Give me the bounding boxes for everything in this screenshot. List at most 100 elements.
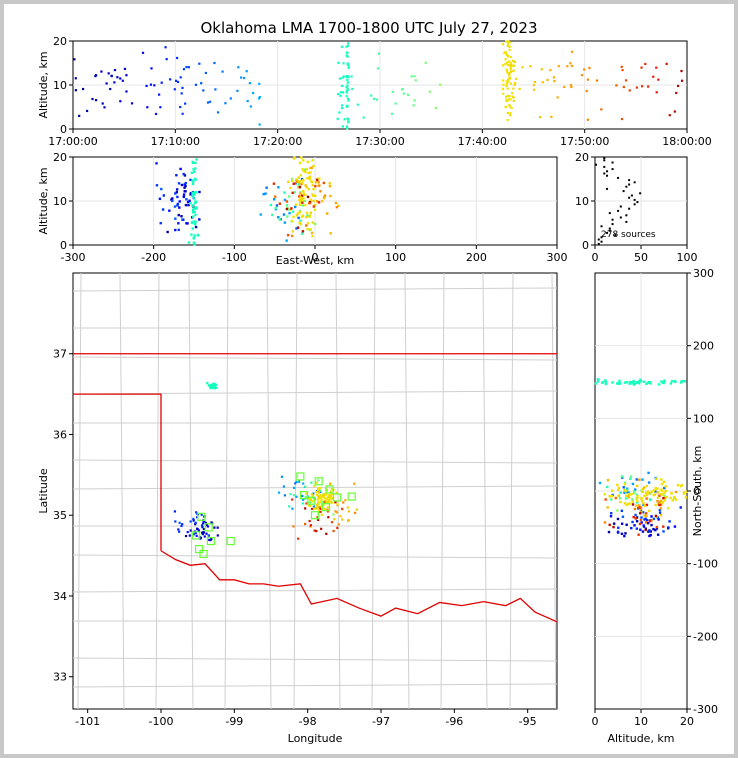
north-south-point [644, 491, 648, 495]
east-west-point [293, 156, 296, 159]
north-south-point [625, 503, 628, 507]
east-west-point [194, 220, 197, 224]
map-point [307, 497, 310, 500]
histogram-point [600, 240, 603, 243]
altitude-time-panel: 17:00:00 17:10:00 17:20:00 17:30:00 17:40:00… [37, 35, 712, 148]
time-point [340, 84, 344, 87]
north-south-point [644, 512, 648, 515]
north-south-point [616, 483, 619, 487]
east-west-point [191, 204, 195, 207]
north-south-point [598, 481, 602, 485]
time-point [509, 114, 512, 117]
time-point [620, 65, 623, 68]
north-south-point [636, 497, 639, 500]
time-point [510, 63, 513, 66]
north-south-point [633, 488, 637, 491]
north-south-point [660, 380, 663, 383]
north-south-point [619, 491, 622, 494]
east-west-point [179, 167, 182, 171]
north-south-point [630, 526, 633, 530]
map-point [202, 531, 206, 534]
east-west-point [192, 168, 195, 171]
east-west-point [189, 178, 192, 182]
east-west-point [337, 204, 340, 208]
north-south-point [630, 492, 634, 496]
map-point [310, 498, 313, 502]
time-point [509, 70, 512, 73]
north-south-point [649, 381, 652, 384]
time-point [506, 94, 510, 97]
north-south-point [621, 476, 624, 479]
time-point [506, 80, 509, 84]
map-point [201, 532, 205, 536]
north-south-point [643, 504, 647, 508]
north-south-point [641, 499, 644, 503]
north-south-point [616, 517, 620, 521]
time-point [103, 106, 106, 109]
east-west-point [325, 212, 329, 215]
east-west-point [304, 203, 307, 207]
map-point [280, 475, 284, 478]
time-point [508, 103, 511, 107]
chart-figure: Oklahoma LMA 1700-1800 UTC July 27, 2023… [37, 19, 718, 745]
east-west-point [193, 191, 197, 194]
north-south-point [656, 487, 659, 490]
east-west-points [155, 156, 340, 246]
north-south-point [660, 482, 664, 486]
time-point [216, 111, 220, 114]
north-south-point [648, 498, 652, 501]
north-south-point [650, 490, 653, 493]
time-point [394, 102, 397, 105]
north-south-point [658, 503, 661, 507]
map-point [332, 529, 335, 533]
map-point [180, 524, 183, 528]
north-south-point [654, 490, 657, 493]
east-west-point [193, 234, 196, 237]
east-west-point [193, 223, 197, 226]
time-point [556, 96, 559, 99]
altitude-time-ytick-label: 20 [53, 35, 67, 48]
north-south-point [608, 494, 611, 498]
histogram-point [606, 231, 609, 234]
north-south-point [639, 378, 642, 381]
map-point [291, 507, 294, 510]
east-west-point [294, 203, 298, 206]
north-south-ytick-label: -100 [693, 558, 718, 571]
map-point [304, 495, 307, 498]
histogram-ticks: 0 50 100 0 10 20 [575, 151, 698, 264]
east-west-point [301, 167, 304, 171]
time-point [509, 67, 512, 71]
east-west-point [298, 198, 301, 202]
north-south-point [620, 475, 624, 478]
time-point [505, 84, 508, 87]
station-marker [332, 493, 342, 502]
north-south-point [635, 499, 639, 503]
county-line [155, 272, 160, 710]
time-point [375, 98, 378, 101]
east-west-point [314, 184, 317, 188]
map-point [213, 526, 216, 529]
chart-title: Oklahoma LMA 1700-1800 UTC July 27, 2023 [200, 19, 537, 37]
north-south-point [654, 514, 658, 518]
east-west-point [174, 228, 177, 232]
east-west-point [309, 198, 312, 201]
time-point [640, 66, 643, 69]
east-west-ylabel: Altitude, km [37, 167, 50, 234]
time-point [341, 125, 344, 128]
map-ytick-label: 35 [53, 509, 67, 522]
east-west-point [285, 203, 289, 207]
north-south-point [657, 518, 660, 521]
east-west-point [183, 186, 186, 189]
east-west-point [288, 208, 291, 211]
north-south-point [632, 383, 635, 386]
map-point [317, 488, 320, 492]
east-west-point [193, 197, 196, 200]
north-south-point [635, 484, 639, 488]
map-point [205, 532, 208, 535]
north-south-point [647, 471, 650, 475]
map-xtick-label: -101 [75, 715, 100, 728]
time-point [412, 104, 415, 107]
north-south-point [634, 513, 637, 517]
map-xtick-label: -99 [225, 715, 243, 728]
east-west-point [264, 192, 267, 195]
